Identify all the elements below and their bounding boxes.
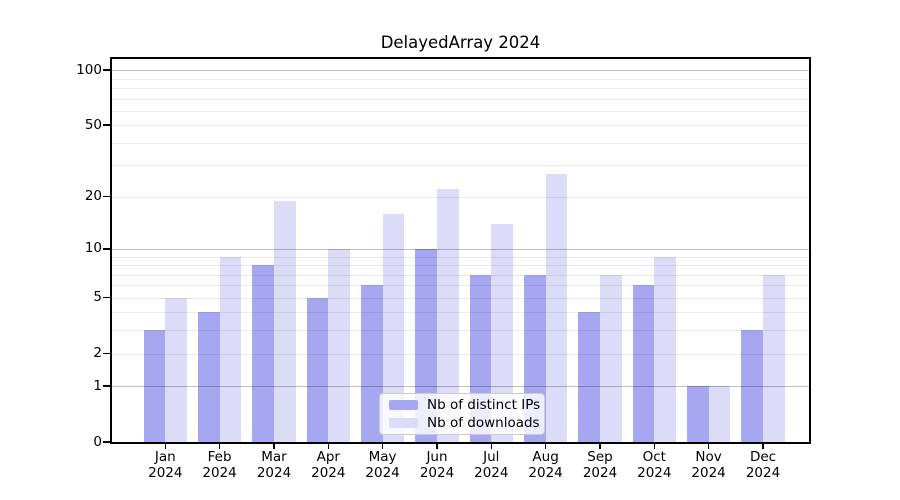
y-tick-mark-1 (103, 385, 110, 387)
bar-downloads-jun (437, 189, 459, 442)
y-tick-mark-10 (103, 248, 110, 250)
bar-distinct-ips-may (360, 285, 383, 442)
x-tick-mark-sep (599, 444, 601, 449)
gridline-90 (112, 78, 809, 80)
legend-label-downloads: Nb of downloads (427, 414, 540, 431)
y-tick-label-10: 10 (84, 240, 102, 257)
gridline-2 (112, 353, 809, 355)
gridline-9 (112, 256, 809, 258)
x-tick-mark-jun (436, 444, 438, 449)
x-tick-label-jul: Jul 2024 (474, 449, 509, 481)
x-tick-label-jun: Jun 2024 (419, 449, 455, 481)
bar-downloads-feb (219, 256, 242, 442)
gridline-20 (112, 196, 809, 198)
bar-downloads-dec (763, 274, 785, 442)
gridline-4 (112, 312, 809, 314)
x-tick-mark-may (381, 444, 384, 449)
y-tick-mark-20 (103, 195, 110, 198)
x-tick-label-oct: Oct 2024 (637, 449, 672, 481)
gridline-1 (112, 386, 809, 388)
bar-downloads-may (382, 213, 405, 442)
x-tick-label-nov: Nov 2024 (691, 449, 726, 481)
y-tick-mark-5 (103, 296, 110, 299)
gridline-10 (112, 248, 809, 250)
bar-downloads-jul (491, 223, 513, 442)
x-tick-label-may: May 2024 (365, 449, 400, 481)
legend-item-distinct-ips: Nb of distinct IPs (389, 397, 540, 413)
y-tick-label-100: 100 (76, 61, 102, 78)
legend-swatch-downloads (389, 417, 418, 429)
bar-downloads-apr (328, 248, 350, 442)
y-tick-label-1: 1 (93, 377, 102, 394)
gridline-60 (112, 110, 809, 112)
gridline-30 (112, 165, 809, 167)
gridline-5 (112, 297, 809, 299)
x-tick-mark-apr (327, 444, 330, 449)
y-tick-label-20: 20 (84, 188, 102, 205)
gridline-100 (112, 70, 809, 72)
gridline-80 (112, 88, 809, 89)
y-tick-mark-100 (103, 69, 110, 71)
x-tick-mark-jan (164, 444, 167, 449)
plot-area (112, 59, 809, 442)
legend-label-distinct-ips: Nb of distinct IPs (427, 396, 541, 413)
y-tick-mark-2 (103, 352, 110, 355)
x-tick-label-jan: Jan 2024 (148, 449, 183, 481)
y-tick-mark-50 (103, 124, 110, 126)
bar-distinct-ips-mar (252, 265, 274, 442)
bar-downloads-nov (708, 386, 731, 442)
legend-swatch-distinct-ips (389, 399, 418, 411)
x-tick-label-dec: Dec 2024 (745, 449, 781, 481)
chart-title: DelayedArray 2024 (380, 33, 541, 52)
x-tick-mark-oct (653, 444, 656, 449)
x-tick-mark-feb (218, 444, 221, 449)
gridline-70 (112, 98, 809, 100)
x-tick-label-aug: Aug 2024 (528, 449, 563, 481)
legend: Nb of distinct IPs Nb of downloads (379, 393, 545, 435)
bar-distinct-ips-dec (741, 330, 763, 442)
x-tick-mark-jul (490, 444, 493, 449)
y-tick-label-5: 5 (93, 289, 102, 306)
bar-downloads-sep (600, 274, 622, 442)
gridline-40 (112, 142, 809, 144)
x-tick-mark-dec (762, 444, 764, 449)
bar-distinct-ips-apr (306, 297, 329, 442)
legend-item-downloads: Nb of downloads (389, 415, 540, 431)
gridline-3 (112, 330, 809, 332)
bar-distinct-ips-sep (578, 312, 600, 442)
y-tick-label-2: 2 (93, 345, 102, 361)
x-tick-label-apr: Apr 2024 (311, 449, 346, 481)
bar-distinct-ips-feb (197, 312, 220, 442)
x-tick-mark-mar (273, 444, 275, 449)
bar-distinct-ips-nov (686, 386, 709, 442)
bar-distinct-ips-oct (632, 285, 655, 442)
y-tick-mark-0 (103, 441, 110, 443)
x-tick-mark-aug (544, 444, 547, 449)
bar-distinct-ips-jan (143, 330, 166, 442)
bar-downloads-aug (545, 173, 568, 442)
gridline-6 (112, 285, 809, 287)
x-tick-label-mar: Mar 2024 (256, 449, 292, 481)
bar-downloads-mar (274, 200, 296, 442)
y-tick-label-50: 50 (84, 116, 102, 133)
y-tick-label-0: 0 (93, 433, 102, 450)
gridline-7 (112, 274, 809, 276)
gridline-50 (112, 125, 809, 127)
x-tick-label-sep: Sep 2024 (582, 449, 618, 481)
x-tick-label-feb: Feb 2024 (202, 449, 237, 481)
x-tick-mark-nov (707, 444, 710, 449)
gridline-8 (112, 265, 809, 266)
bar-downloads-oct (654, 256, 676, 442)
bar-downloads-jan (165, 297, 187, 442)
